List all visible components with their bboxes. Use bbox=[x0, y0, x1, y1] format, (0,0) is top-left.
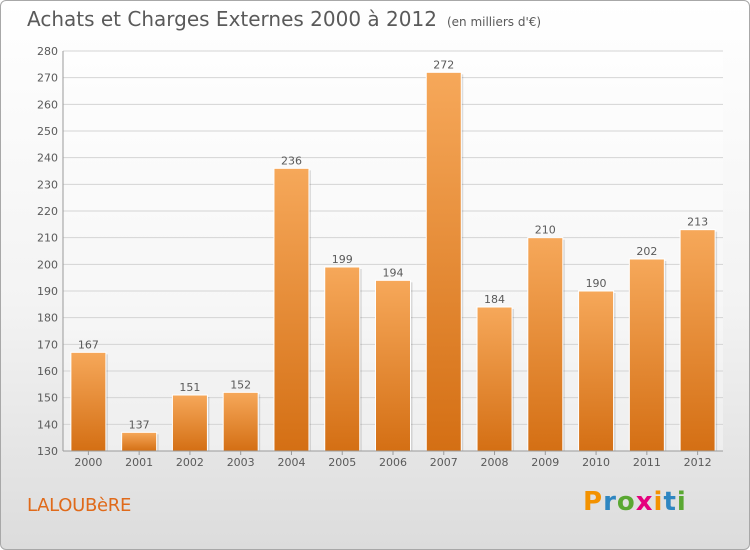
x-tick-label: 2007 bbox=[430, 456, 458, 469]
x-tick-label: 2004 bbox=[277, 456, 305, 469]
bar-value-label: 194 bbox=[383, 266, 404, 279]
commune-name: LALOUBèRE bbox=[27, 495, 132, 516]
bar-value-label: 272 bbox=[433, 58, 454, 71]
bar-value-label: 210 bbox=[535, 224, 556, 237]
x-tick-label: 2001 bbox=[125, 456, 153, 469]
x-tick-label: 2000 bbox=[74, 456, 102, 469]
y-tick-label: 160 bbox=[37, 365, 58, 378]
bar bbox=[679, 229, 716, 452]
x-tick-label: 2005 bbox=[328, 456, 356, 469]
axes: 130 140 150 160 170 180 190 200 210 220 230 240 250 2… bbox=[37, 45, 723, 469]
y-tick-label: 150 bbox=[37, 392, 58, 405]
x-tick-label: 2003 bbox=[227, 456, 255, 469]
bar bbox=[425, 71, 462, 452]
logo-letter: o bbox=[616, 487, 636, 517]
bar bbox=[628, 258, 665, 452]
logo-letter: t bbox=[663, 487, 677, 517]
x-tick-label: 2006 bbox=[379, 456, 407, 469]
bar bbox=[273, 167, 310, 452]
x-tick-label: 2008 bbox=[481, 456, 509, 469]
logo-letter: x bbox=[635, 487, 654, 517]
bar-value-label: 151 bbox=[179, 381, 200, 394]
y-tick-label: 280 bbox=[37, 45, 58, 58]
bar bbox=[375, 279, 411, 452]
x-tick-label: 2011 bbox=[633, 456, 661, 469]
y-tick-label: 240 bbox=[37, 152, 58, 165]
bar-value-label: 137 bbox=[129, 418, 150, 431]
y-tick-label: 270 bbox=[37, 72, 58, 85]
y-tick-label: 180 bbox=[37, 312, 58, 325]
logo-letter: P bbox=[583, 487, 604, 517]
bar bbox=[70, 351, 107, 452]
bar bbox=[171, 394, 208, 452]
bar bbox=[578, 290, 615, 452]
bar-value-label: 184 bbox=[484, 293, 505, 306]
x-tick-label: 2012 bbox=[684, 456, 712, 469]
x-tick-label: 2002 bbox=[176, 456, 204, 469]
y-tick-label: 170 bbox=[37, 338, 58, 351]
bar-value-label: 202 bbox=[636, 245, 657, 258]
bar-value-label: 236 bbox=[281, 154, 302, 167]
proxiti-logo: Proxiti bbox=[583, 487, 687, 517]
y-tick-label: 190 bbox=[37, 285, 58, 298]
y-tick-label: 130 bbox=[37, 445, 58, 458]
x-tick-label: 2009 bbox=[531, 456, 559, 469]
bar-value-label: 213 bbox=[687, 216, 708, 229]
y-tick-label: 220 bbox=[37, 205, 58, 218]
y-tick-label: 210 bbox=[37, 232, 58, 245]
x-tick-label: 2010 bbox=[582, 456, 610, 469]
logo-letter: r bbox=[603, 487, 617, 517]
bar bbox=[222, 391, 259, 452]
bar bbox=[324, 266, 361, 452]
y-tick-label: 230 bbox=[37, 178, 58, 191]
y-tick-label: 200 bbox=[37, 258, 58, 271]
chart-title-text: Achats et Charges Externes 2000 à 2012 bbox=[27, 7, 437, 31]
bar-value-label: 199 bbox=[332, 253, 353, 266]
bar-value-label: 152 bbox=[230, 378, 251, 391]
bar bbox=[476, 306, 513, 452]
y-tick-label: 250 bbox=[37, 125, 58, 138]
bar-value-label: 167 bbox=[78, 338, 99, 351]
y-tick-label: 140 bbox=[37, 418, 58, 431]
chart-title: Achats et Charges Externes 2000 à 2012 (e… bbox=[27, 7, 541, 31]
bar bbox=[121, 431, 158, 452]
bar bbox=[527, 237, 564, 452]
unit-note: (en milliers d'€) bbox=[446, 15, 542, 29]
y-tick-label: 260 bbox=[37, 98, 58, 111]
logo-letter: i bbox=[653, 487, 664, 517]
bar-value-label: 190 bbox=[586, 277, 607, 290]
logo-letter: i bbox=[676, 487, 687, 517]
bars bbox=[70, 71, 718, 452]
